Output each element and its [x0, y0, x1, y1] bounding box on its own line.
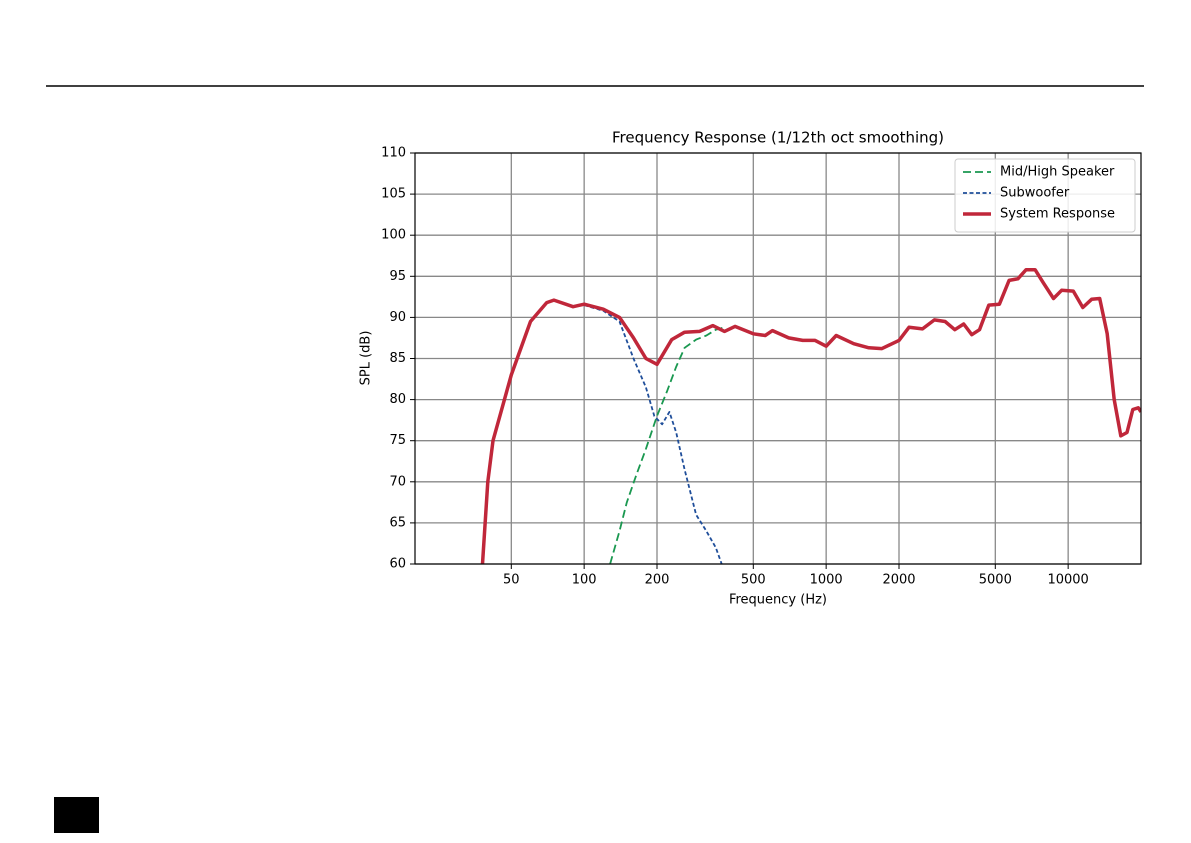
x-tick-label: 10000 [1047, 573, 1088, 588]
y-tick-label: 110 [381, 146, 406, 161]
series-line [583, 304, 723, 564]
legend-box [954, 158, 1136, 233]
footer-block [54, 797, 99, 833]
x-tick-label: 1000 [810, 573, 843, 588]
chart-title: Frequency Response (1/12th oct smoothing… [612, 129, 944, 147]
x-tick-label: 5000 [979, 573, 1012, 588]
y-tick-label: 75 [389, 433, 406, 448]
plot-frame [414, 152, 1142, 565]
y-tick-label: 105 [381, 187, 406, 202]
legend-label: System Response [1000, 207, 1115, 222]
y-tick-label: 65 [389, 515, 406, 530]
y-tick-label: 95 [389, 269, 406, 284]
x-tick-label: 50 [503, 573, 520, 588]
x-tick-label: 200 [645, 573, 670, 588]
legend-label: Mid/High Speaker [1000, 165, 1115, 180]
legend-label: Subwoofer [1000, 186, 1070, 201]
x-tick-label: 100 [572, 573, 597, 588]
plot-lines [480, 267, 1141, 564]
series-line [480, 267, 1141, 564]
x-tick-label: 500 [741, 573, 766, 588]
y-tick-label: 100 [381, 228, 406, 243]
y-tick-label: 60 [389, 557, 406, 572]
x-tick-label: 2000 [882, 573, 915, 588]
y-tick-label: 85 [389, 351, 406, 366]
x-axis-label: Frequency (Hz) [729, 593, 827, 608]
y-tick-label: 90 [389, 310, 406, 325]
y-axis-label: SPL (dB) [359, 331, 374, 386]
legend: Mid/High Speaker Subwoofer System Response [954, 158, 1136, 233]
y-tick-label: 80 [389, 392, 406, 407]
y-tick-label: 70 [389, 474, 406, 489]
series-line [609, 326, 725, 564]
